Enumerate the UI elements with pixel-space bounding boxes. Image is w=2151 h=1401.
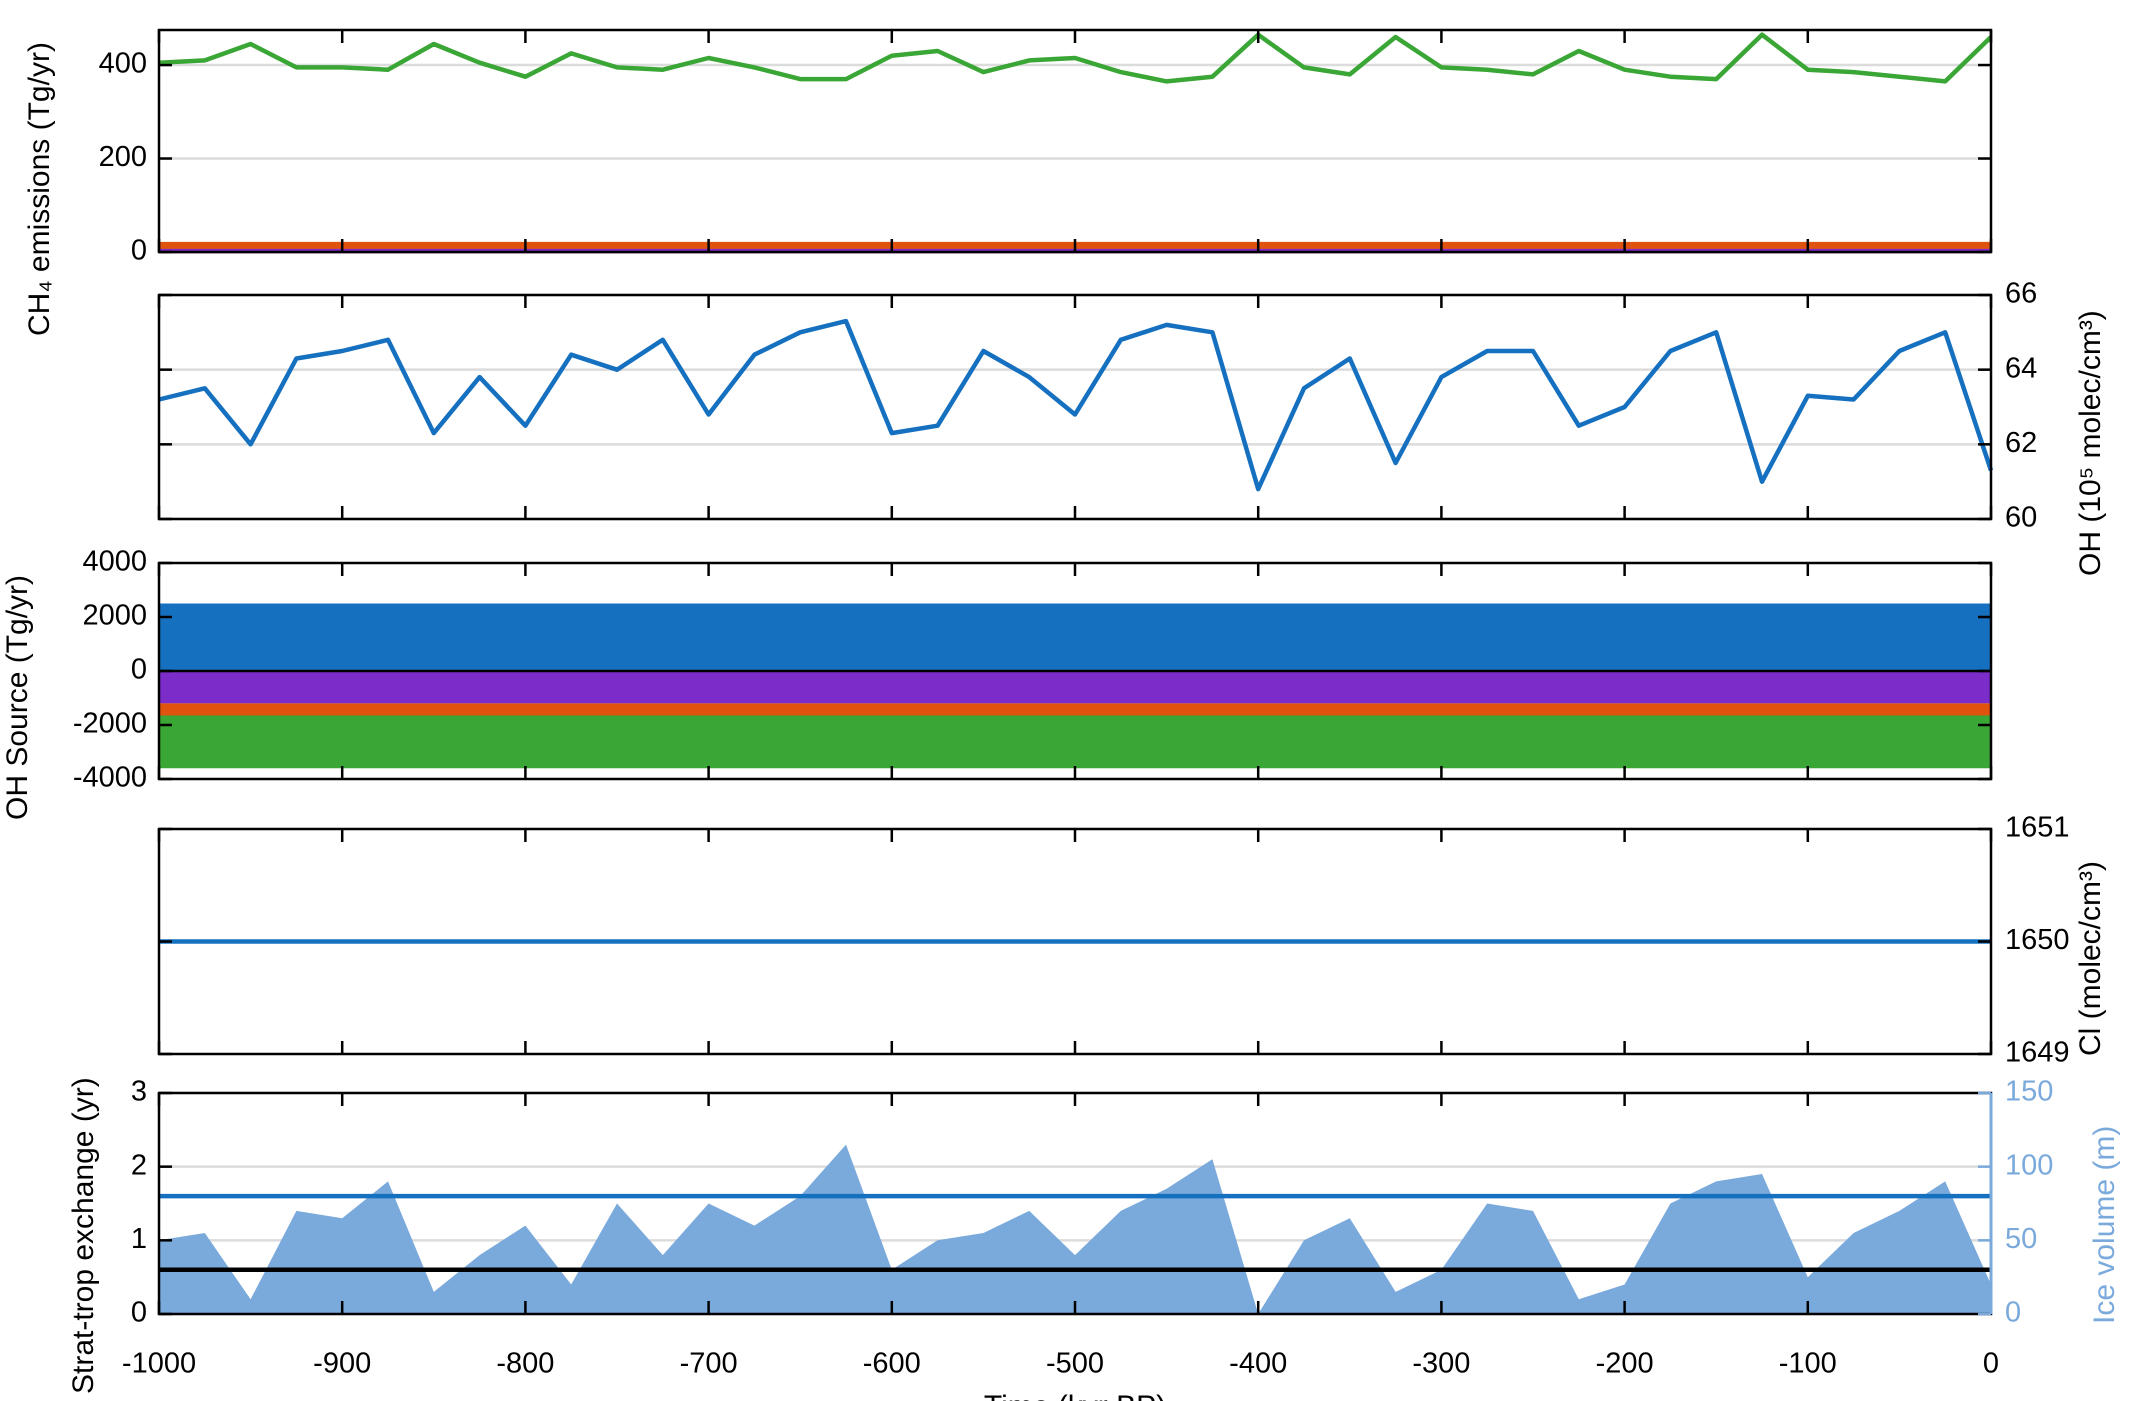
x-tick-label: -100 [1779,1348,1837,1380]
y-tick-label: 62 [2005,427,2037,459]
x-tick-label: -800 [496,1348,554,1380]
axes-box [157,293,1993,521]
y2-tick-label: 50 [2005,1223,2037,1255]
y-tick-label: -2000 [73,708,147,740]
y2-tick-label: 150 [2005,1076,2053,1108]
y-tick-label: 64 [2005,352,2037,384]
x-tick-label: -1000 [122,1348,196,1380]
area [159,715,1991,769]
y-axis-label: CH₄ emissions (Tg/yr) [23,42,56,336]
y-tick-label: 1649 [2005,1037,2070,1069]
x-tick-label: -400 [1229,1348,1287,1380]
x-tick-label: -200 [1596,1348,1654,1380]
y-tick-label: 0 [131,235,147,267]
line [158,318,1994,492]
x-tick-label: -500 [1046,1348,1104,1380]
y-tick-label: 2000 [82,600,147,632]
y-tick-label: 1650 [2005,924,2070,956]
axes-box [157,28,1993,254]
y-tick-label: 66 [2005,278,2037,310]
area [159,703,1991,716]
y-axis-label: Strat-trop exchange (yr) [67,1077,100,1394]
y-axis-label: OH (10⁵ molec/cm³) [2074,310,2107,576]
y2-axis-label: Ice volume (m) [2088,1126,2121,1324]
y-tick-label: 400 [99,48,147,80]
area [159,603,1991,671]
y-tick-label: 4000 [82,546,147,578]
area [159,1144,1991,1314]
x-tick-label: -900 [313,1348,371,1380]
x-tick-label: -600 [863,1348,921,1380]
x-axis-label: Time (kyr BP) [984,1390,1166,1401]
x-tick-label: 0 [1983,1348,1999,1380]
y-tick-label: 200 [99,141,147,173]
area [159,671,1991,704]
y-axis-label: Cl (molec/cm³) [2074,861,2107,1056]
y-tick-label: 0 [131,654,147,686]
y-tick-label: 60 [2005,502,2037,534]
x-tick-label: -300 [1412,1348,1470,1380]
y2-tick-label: 100 [2005,1149,2053,1181]
y-tick-label: 1651 [2005,812,2070,844]
y-tick-label: 1 [131,1223,147,1255]
line [158,32,1993,84]
y-tick-label: 2 [131,1149,147,1181]
x-tick-label: -700 [680,1348,738,1380]
y2-tick-label: 0 [2005,1297,2021,1329]
y-tick-label: -4000 [73,762,147,794]
y-axis-label: OH Source (Tg/yr) [1,575,34,820]
y-tick-label: 0 [131,1297,147,1329]
y-tick-label: 3 [131,1076,147,1108]
